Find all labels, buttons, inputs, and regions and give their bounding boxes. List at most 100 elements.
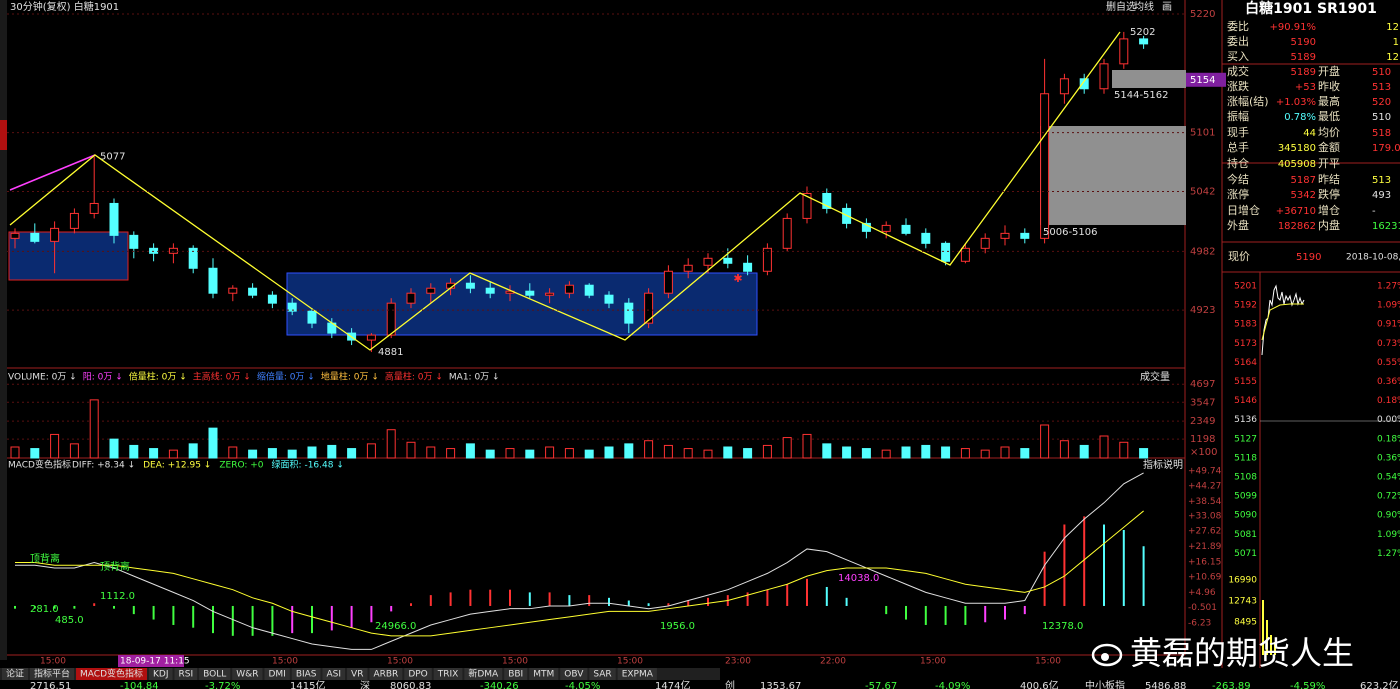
y-tick-label: +10.69 xyxy=(1188,572,1222,582)
quote-label: 买入 xyxy=(1227,50,1249,63)
tab[interactable] xyxy=(149,668,173,680)
status-item: 8060.83 xyxy=(390,681,431,689)
range-box xyxy=(8,231,129,281)
volume-bar xyxy=(69,443,79,459)
tab-label[interactable]: TRIX xyxy=(437,670,459,680)
tab-label[interactable]: RSI xyxy=(179,670,194,680)
tab[interactable] xyxy=(617,668,657,680)
candle-body xyxy=(485,287,495,294)
tab-label[interactable]: VR xyxy=(351,670,363,680)
tab[interactable] xyxy=(2,668,29,680)
candle-body xyxy=(703,257,713,266)
tab-label[interactable]: SAR xyxy=(593,670,611,680)
quote-value: +1.03% xyxy=(1276,97,1316,108)
quote-value: 1 xyxy=(1393,37,1399,48)
mini-right-label: 0.91% xyxy=(1377,320,1400,330)
candle-body xyxy=(208,267,218,294)
tab-label[interactable]: BOLL xyxy=(203,670,226,680)
quote-label: 振幅 xyxy=(1227,109,1249,123)
tab-label[interactable]: OBV xyxy=(564,670,584,680)
volume-bar xyxy=(505,448,515,459)
volume-bar xyxy=(644,440,654,459)
volume-bar xyxy=(327,444,337,459)
tab[interactable] xyxy=(76,668,148,680)
header-button[interactable]: 画 xyxy=(1162,2,1172,13)
range-label: 5144-5162 xyxy=(1114,90,1169,101)
quote-label: 委出 xyxy=(1227,34,1249,48)
diff-line xyxy=(15,472,1144,650)
range-box xyxy=(286,272,758,336)
zigzag-line xyxy=(9,31,1121,351)
tab-label[interactable]: EXPMA xyxy=(622,670,654,680)
panel-title: MACD变色指标 xyxy=(8,459,71,471)
candle-body xyxy=(624,302,634,324)
header-button[interactable]: 均线 xyxy=(1134,0,1154,13)
tab-label[interactable]: BIAS xyxy=(296,670,317,680)
candle-body xyxy=(248,287,258,296)
tab-label[interactable]: ASI xyxy=(327,670,342,680)
tab[interactable] xyxy=(199,668,231,680)
mini-volume-bar xyxy=(1274,642,1276,655)
peak-label: 4881 xyxy=(378,347,403,358)
volume-bar xyxy=(248,449,258,459)
range-label: 5006-5106 xyxy=(1043,227,1098,238)
dea-line xyxy=(15,510,1144,637)
tab-label[interactable]: DPO xyxy=(408,670,427,680)
legend-entry: MA1: 0万 ↓ xyxy=(449,373,500,383)
tab[interactable] xyxy=(322,668,346,680)
volume-bar xyxy=(446,448,456,459)
tab-label[interactable]: 新DMA xyxy=(468,668,499,680)
tab[interactable] xyxy=(433,668,463,680)
tab[interactable] xyxy=(464,668,503,680)
quote-value: 345180 xyxy=(1278,143,1316,154)
mini-volume-bar xyxy=(1270,635,1272,655)
quote-value: - xyxy=(1372,206,1376,217)
tab[interactable] xyxy=(529,668,559,680)
volume-bar xyxy=(901,446,911,459)
tab[interactable] xyxy=(264,668,290,680)
tab-label[interactable]: KDJ xyxy=(153,670,169,680)
mini-left-label: 5173 xyxy=(1234,339,1257,349)
tab[interactable] xyxy=(232,668,263,680)
candle-body xyxy=(782,217,792,249)
quote-value: 12 xyxy=(1386,22,1399,33)
quote-label: 外盘 xyxy=(1227,218,1249,232)
volume-bar xyxy=(10,446,20,459)
mini-right-label: 1.27% xyxy=(1377,282,1400,292)
tab[interactable] xyxy=(30,668,75,680)
header-button[interactable]: 删自选 xyxy=(1106,0,1136,13)
tab[interactable] xyxy=(369,668,403,680)
tab-label[interactable]: MTM xyxy=(533,670,554,680)
tab-label[interactable]: BBI xyxy=(508,670,523,680)
y-tick-label: +4.96 xyxy=(1188,588,1216,598)
tab[interactable] xyxy=(560,668,588,680)
tab[interactable] xyxy=(347,668,368,680)
mini-right-label: 0.00% xyxy=(1377,415,1400,425)
status-item: -340.26 xyxy=(480,681,519,689)
status-item: -57.67 xyxy=(865,681,897,689)
time-label: 15:00 xyxy=(387,657,413,667)
mini-right-label: 0.54% xyxy=(1377,473,1400,483)
candle-body xyxy=(802,192,812,219)
candle-body xyxy=(228,287,238,294)
tab[interactable] xyxy=(404,668,432,680)
tab[interactable] xyxy=(504,668,528,680)
tab[interactable] xyxy=(174,668,198,680)
tab-label[interactable]: ARBR xyxy=(373,670,398,680)
tab[interactable] xyxy=(291,668,321,680)
mini-left-label: 5099 xyxy=(1234,492,1257,502)
candle-body xyxy=(604,294,614,304)
tab-label[interactable]: DMI xyxy=(268,670,285,680)
y-tick-label: +16.15 xyxy=(1188,558,1221,568)
candle-body xyxy=(941,242,951,262)
tab-label[interactable]: W&R xyxy=(236,670,258,680)
tab-label[interactable]: 指标平台 xyxy=(34,668,70,680)
tab-label[interactable]: MACD变色指标 xyxy=(80,668,143,680)
panel-button[interactable]: 指标说明 xyxy=(1143,458,1183,471)
y-tick-label: 4697 xyxy=(1190,379,1215,390)
tab[interactable] xyxy=(589,668,616,680)
quote-value: 5189 xyxy=(1291,67,1316,78)
y-tick-label: -0.501 xyxy=(1188,603,1217,613)
tab-label[interactable]: 论证 xyxy=(6,668,24,680)
